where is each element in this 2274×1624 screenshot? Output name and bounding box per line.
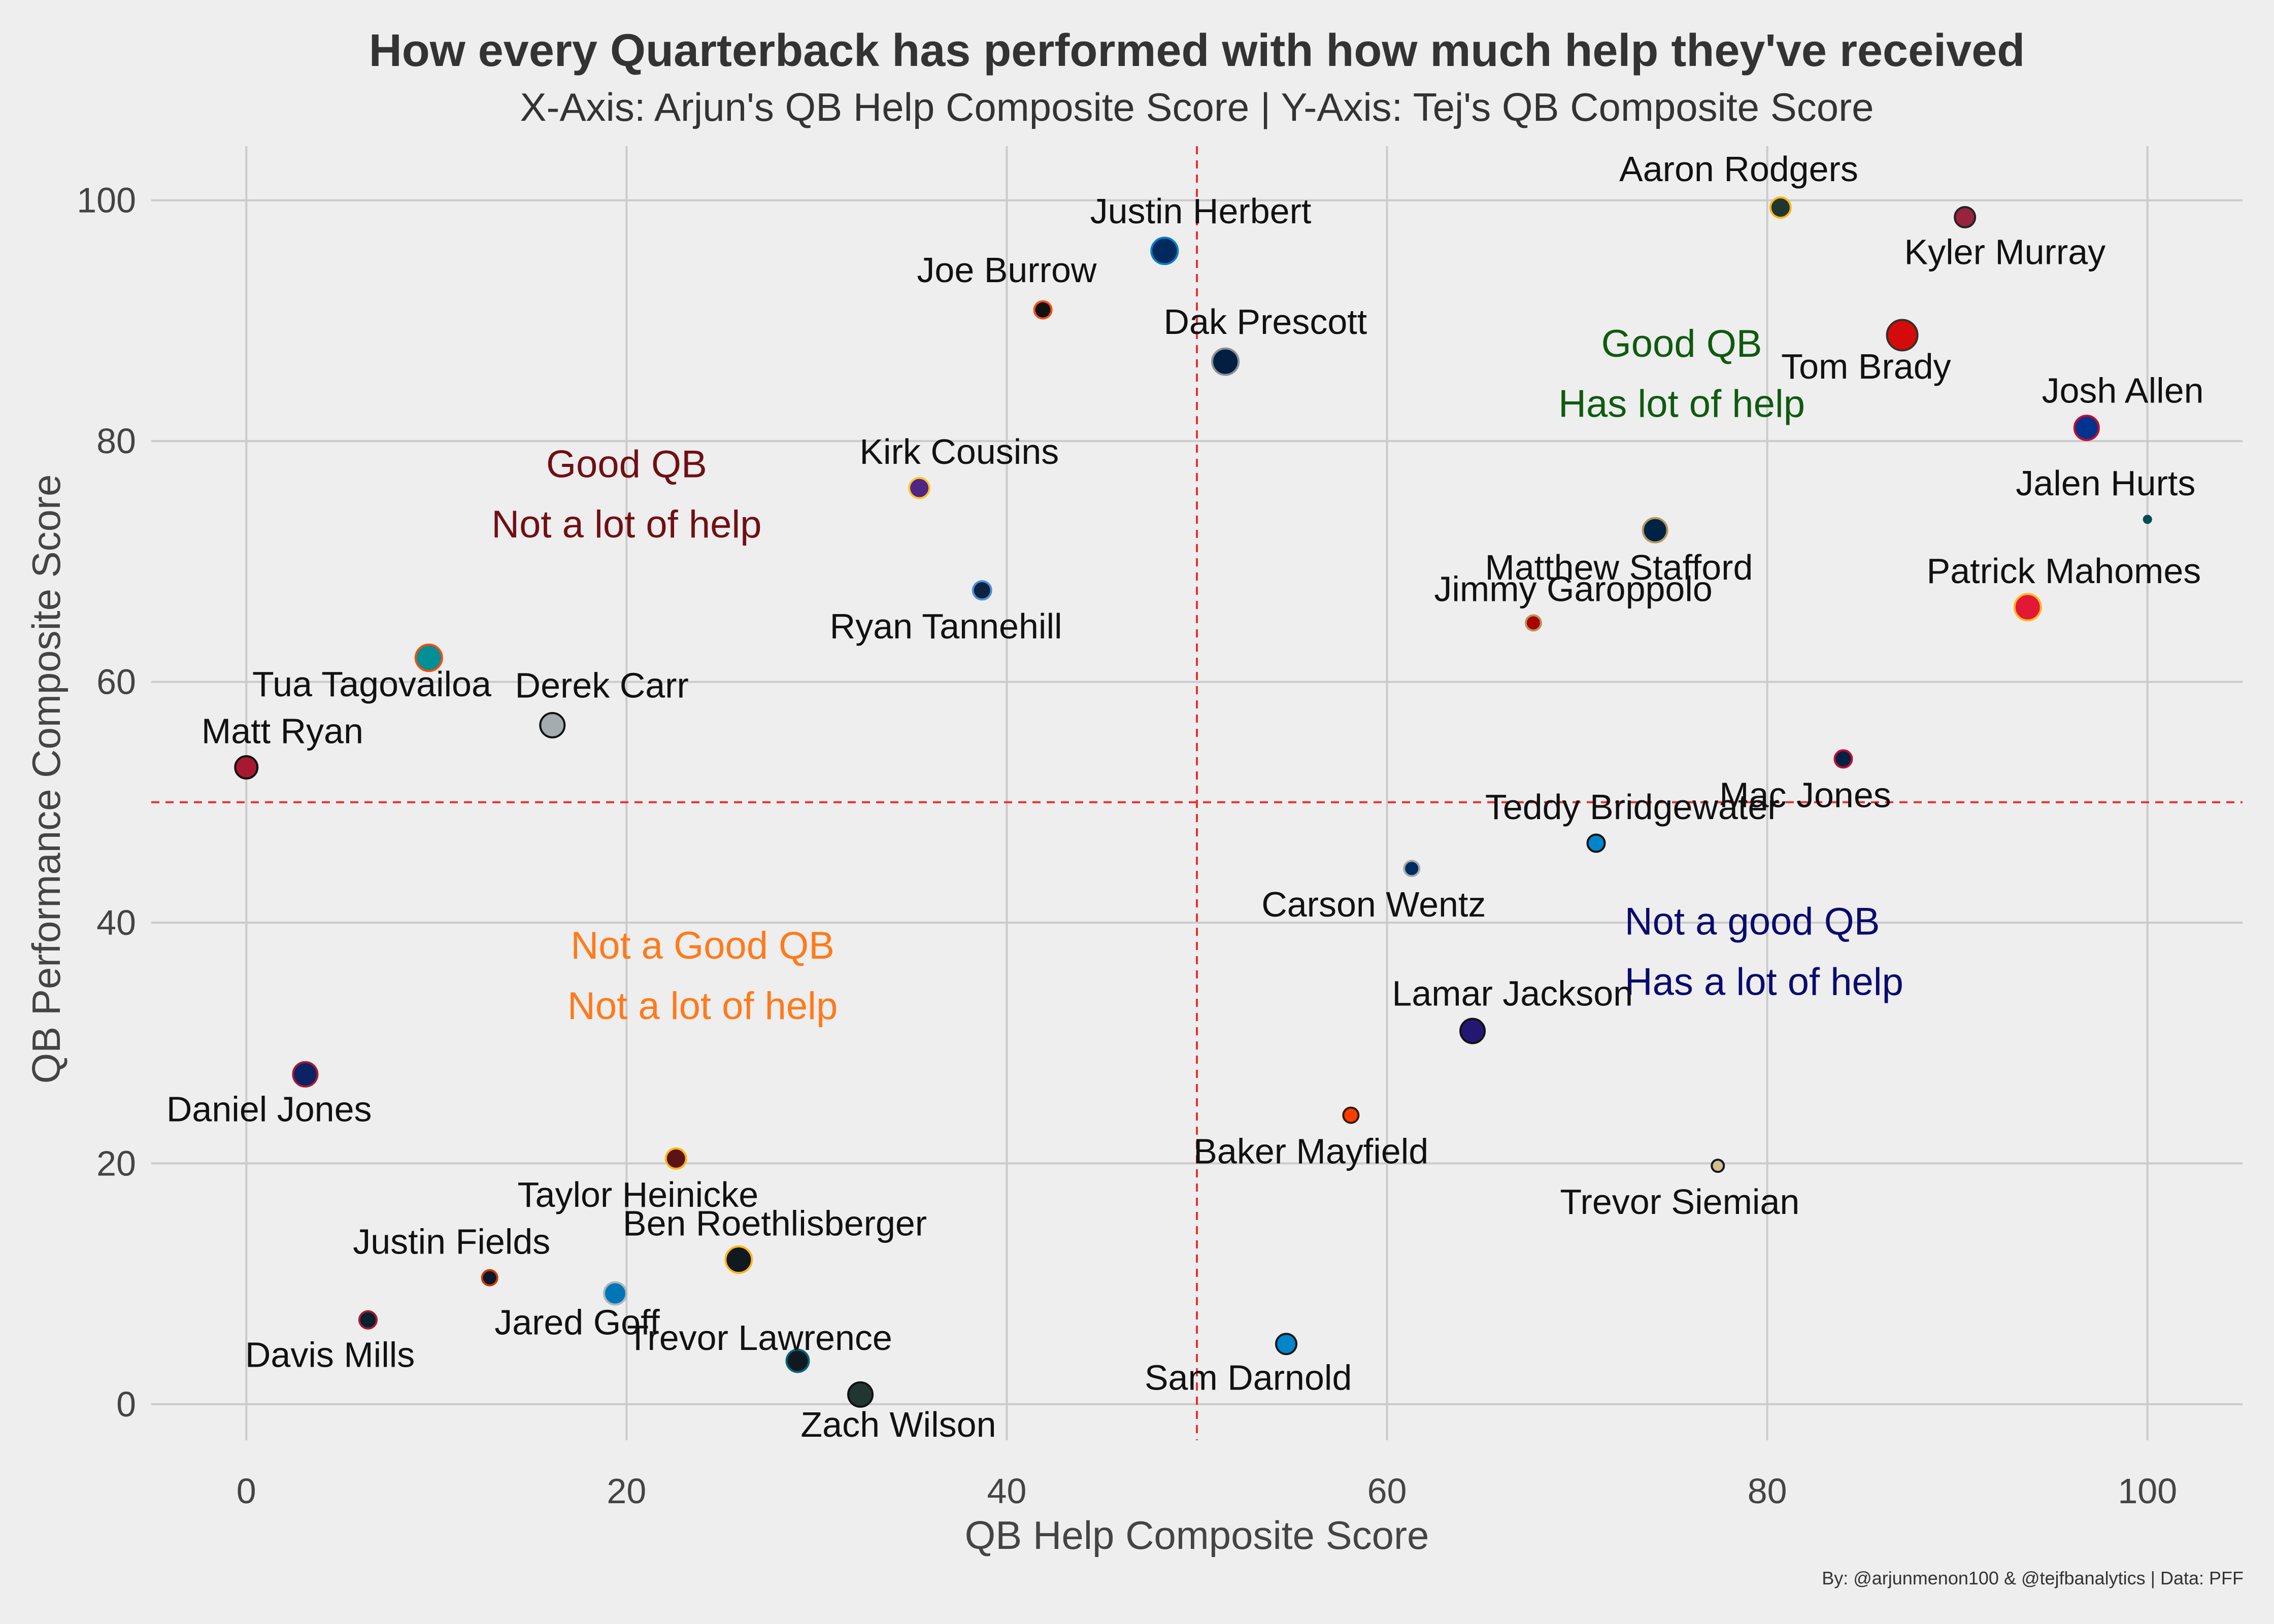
y-tick-label: 40 [96, 903, 136, 942]
data-point [847, 1381, 874, 1408]
data-point [785, 1348, 810, 1373]
data-point-label: Sam Darnold [1145, 1358, 1352, 1397]
data-point-label: Ryan Tannehill [830, 606, 1062, 646]
quadrant-label-line2: Has a lot of help [1625, 960, 1903, 1003]
x-tick-label: 80 [1748, 1471, 1787, 1511]
data-point [539, 712, 566, 738]
data-point [1833, 749, 1853, 769]
y-tick-label: 60 [96, 662, 136, 702]
data-point [1524, 614, 1542, 632]
data-point [603, 1281, 627, 1306]
data-point [1342, 1106, 1360, 1124]
data-point [724, 1245, 753, 1274]
grid [151, 146, 2243, 1440]
x-tick-label: 0 [237, 1471, 256, 1511]
y-tick-label: 0 [116, 1384, 136, 1424]
data-point-label: Jimmy Garoppolo [1434, 569, 1713, 609]
data-point [1769, 196, 1792, 219]
data-point-label: Trevor Siemian [1560, 1182, 1799, 1222]
data-point-label: Joe Burrow [917, 250, 1096, 290]
data-point [1275, 1333, 1298, 1356]
data-point [972, 580, 992, 601]
data-point [414, 644, 443, 672]
reference-lines [151, 146, 2243, 1440]
credit-text: By: @arjunmenon100 & @tejfbanalytics | D… [1822, 1568, 2244, 1588]
data-point-label: Ben Roethlisberger [623, 1204, 927, 1243]
data-point [292, 1061, 319, 1088]
data-point-label: Derek Carr [515, 665, 689, 705]
x-axis-label: QB Help Composite Score [965, 1513, 1429, 1558]
data-point-label: Mac Jones [1719, 775, 1891, 815]
data-point-label: Patrick Mahomes [1927, 551, 2201, 591]
chart-subtitle: X-Axis: Arjun's QB Help Composite Score … [520, 85, 1874, 129]
quadrant-labels: Good QB Has lot of help Good QB Not a lot o… [491, 322, 1903, 1028]
data-point-label: Justin Herbert [1090, 191, 1312, 231]
quadrant-label-line2: Has lot of help [1558, 383, 1805, 426]
data-point-label: Josh Allen [2042, 370, 2203, 410]
data-point [1711, 1159, 1725, 1173]
data-point-label: Matt Ryan [202, 712, 363, 751]
y-axis-label: QB Performance Composite Score [24, 475, 69, 1084]
data-point [1150, 236, 1179, 265]
data-point-label: Zach Wilson [800, 1405, 996, 1444]
tick-labels: 0 20 40 60 80 100 0 20 40 60 80 100 [77, 181, 2177, 1511]
data-point [2073, 415, 2100, 442]
data-point [2013, 593, 2042, 622]
data-point-label: Taylor Heinicke [518, 1175, 759, 1214]
data-point-label: Justin Fields [353, 1222, 550, 1261]
data-point [1886, 319, 1919, 352]
x-tick-label: 60 [1367, 1471, 1407, 1511]
data-point [1586, 833, 1606, 853]
quadrant-label-line1: Good QB [546, 443, 707, 486]
x-tick-label: 20 [607, 1471, 646, 1511]
x-tick-label: 100 [2118, 1471, 2177, 1511]
data-point [234, 755, 259, 780]
data-point [664, 1147, 687, 1170]
data-point [1459, 1018, 1486, 1044]
data-point-label: Lamar Jackson [1392, 974, 1633, 1013]
quadrant-label-line1: Not a Good QB [571, 924, 834, 967]
quadrant-label-line2: Not a lot of help [567, 985, 838, 1028]
data-point-label: Tua Tagovailoa [252, 664, 491, 704]
y-tick-label: 80 [96, 421, 136, 461]
point-labels: Aaron Rodgers Kyler Murray Justin Herbert J… [166, 149, 2204, 1444]
data-point-label: Kirk Cousins [859, 432, 1059, 471]
data-point [908, 477, 931, 499]
data-point-label: Kyler Murray [1904, 232, 2105, 272]
chart-title: How every Quarterback has performed with… [369, 25, 2025, 76]
data-point-label: Baker Mayfield [1193, 1131, 1428, 1171]
quadrant-label-line2: Not a lot of help [491, 503, 761, 546]
data-point-label: Dak Prescott [1163, 302, 1367, 342]
x-tick-label: 40 [987, 1471, 1027, 1511]
data-point-label: Trevor Lawrence [627, 1318, 892, 1358]
data-point-label: Carson Wentz [1261, 885, 1486, 924]
data-point [1033, 300, 1053, 320]
y-tick-label: 100 [77, 181, 136, 220]
y-tick-label: 20 [96, 1143, 136, 1183]
data-point-label: Jalen Hurts [2016, 463, 2195, 503]
data-point [1403, 860, 1421, 877]
data-point-label: Davis Mills [245, 1335, 415, 1374]
data-point-label: Jared Goff [494, 1302, 660, 1342]
data-point [1642, 517, 1668, 544]
quadrant-label-line1: Good QB [1601, 322, 1762, 365]
data-point-label: Matthew Stafford [1485, 548, 1753, 587]
data-point [1954, 206, 1977, 228]
data-point-label: Aaron Rodgers [1619, 149, 1858, 189]
data-point-label: Tom Brady [1781, 347, 1951, 386]
data-point [481, 1269, 498, 1287]
data-point [1211, 347, 1240, 376]
quadrant-label-line1: Not a good QB [1625, 900, 1880, 943]
data-point-label: Teddy Bridgewater [1485, 787, 1780, 827]
data-point-label: Daniel Jones [166, 1089, 372, 1129]
data-point [358, 1310, 378, 1330]
data-points [234, 196, 2152, 1408]
data-point [2143, 515, 2152, 524]
